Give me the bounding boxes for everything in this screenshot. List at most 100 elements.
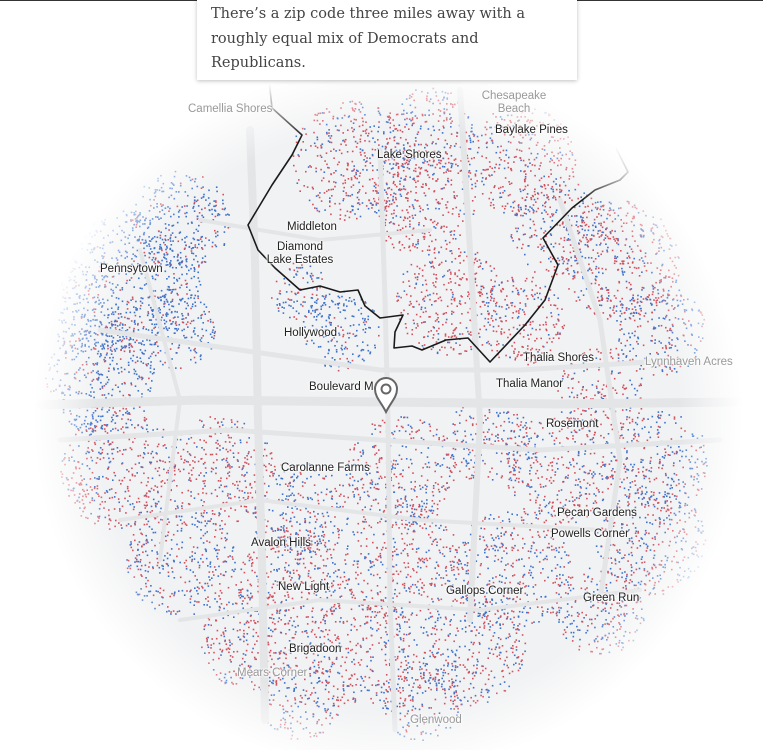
voter-dot (326, 190, 328, 193)
voter-dot (526, 193, 529, 195)
voter-dot (675, 371, 678, 373)
voter-dot (101, 374, 104, 376)
voter-dot (138, 238, 140, 241)
voter-dot (193, 202, 196, 205)
voter-dot (110, 488, 113, 490)
voter-dot (478, 291, 481, 293)
voter-dot (125, 282, 128, 284)
voter-dot (168, 327, 170, 329)
voter-dot (106, 376, 108, 378)
voter-dot (489, 265, 492, 267)
voter-dot (116, 415, 119, 417)
voter-dot (124, 490, 127, 493)
voter-dot (125, 335, 128, 338)
voter-dot (635, 355, 637, 357)
voter-dot (202, 186, 204, 188)
voter-dot (437, 201, 440, 203)
voter-dot (507, 140, 510, 143)
voter-dot (129, 413, 131, 415)
voter-dot (546, 316, 548, 319)
voter-dot (194, 301, 196, 304)
voter-dot (125, 213, 128, 216)
voter-dot (145, 518, 147, 520)
voter-dot (102, 237, 105, 239)
voter-dot (414, 199, 416, 201)
voter-dot (518, 119, 520, 122)
voter-dot (198, 280, 201, 283)
voter-dot (407, 154, 409, 156)
voter-dot (646, 298, 649, 301)
voter-dot (405, 161, 408, 164)
voter-dot (185, 323, 188, 326)
voter-dot (203, 193, 205, 196)
voter-dot (451, 296, 454, 298)
voter-dot (409, 159, 411, 161)
voter-dot (585, 396, 588, 398)
voter-dot (559, 224, 561, 227)
voter-dot (524, 205, 527, 207)
voter-dot (660, 324, 663, 327)
voter-dot (218, 425, 221, 428)
voter-dot (601, 298, 604, 300)
voter-dot (654, 366, 657, 368)
voter-dot (371, 148, 374, 151)
voter-dot (675, 279, 678, 282)
voter-dot (577, 262, 579, 264)
voter-dot (98, 303, 100, 305)
voter-dot (387, 158, 390, 161)
voter-dot (601, 250, 604, 253)
voter-dot (645, 214, 647, 217)
voter-dot (375, 183, 377, 186)
voter-dot (542, 324, 545, 326)
voter-dot (492, 320, 494, 322)
voter-dot (453, 299, 456, 302)
voter-dot (302, 301, 304, 303)
voter-dot (119, 449, 121, 452)
voter-dot (238, 496, 240, 499)
voter-dot (613, 212, 616, 214)
voter-dot (586, 244, 589, 246)
voter-dot (442, 276, 444, 278)
voter-dot (340, 174, 343, 176)
voter-dot (70, 253, 73, 255)
voter-dot (92, 412, 95, 414)
voter-dot (108, 457, 110, 460)
voter-dot (133, 223, 135, 226)
voter-dot (512, 201, 514, 204)
voter-dot (545, 201, 547, 203)
voter-dot (403, 185, 405, 188)
voter-dot (110, 335, 113, 337)
voter-dot (618, 281, 621, 284)
voter-dot (303, 185, 305, 187)
voter-dot (200, 514, 203, 517)
voter-dot (423, 238, 426, 240)
voter-dot (204, 261, 207, 263)
voter-dot (431, 164, 434, 167)
voter-dot (583, 234, 585, 236)
voter-dot (452, 237, 454, 240)
voter-dot (634, 330, 636, 333)
voter-dot (393, 201, 396, 204)
voter-dot (112, 414, 115, 416)
voter-dot (119, 510, 121, 512)
voter-dot (596, 216, 598, 218)
voter-dot (407, 200, 409, 202)
voter-dot (364, 114, 366, 116)
voter-dot (537, 351, 539, 353)
voter-dot (148, 240, 151, 242)
voter-dot (596, 296, 599, 299)
voter-dot (337, 117, 339, 120)
voter-dot (625, 309, 628, 311)
voter-dot (311, 186, 314, 189)
voter-dot (99, 419, 102, 422)
voter-dot (222, 418, 225, 420)
voter-dot (509, 193, 511, 196)
voter-dot (592, 249, 594, 251)
voter-dot (117, 368, 119, 370)
voter-dot (527, 165, 529, 168)
voter-dot (213, 334, 216, 337)
voter-dot (126, 255, 128, 258)
voter-dot (130, 357, 132, 360)
voter-dot (531, 119, 533, 122)
voter-dot (402, 273, 405, 275)
